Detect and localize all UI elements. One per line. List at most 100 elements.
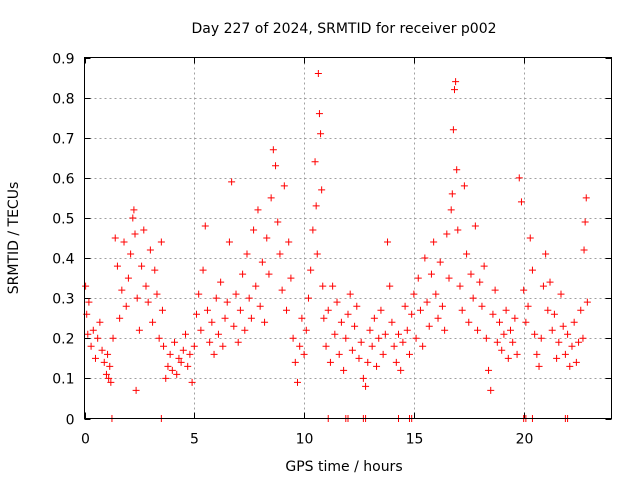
data-point	[491, 286, 499, 294]
data-point	[515, 174, 523, 182]
data-point	[421, 254, 429, 262]
data-point	[344, 310, 352, 318]
data-point	[448, 190, 456, 198]
data-point	[533, 350, 541, 358]
data-point	[581, 218, 589, 226]
data-point	[381, 330, 389, 338]
data-point	[307, 266, 315, 274]
data-point	[555, 338, 563, 346]
data-point	[434, 314, 442, 322]
data-point	[285, 238, 293, 246]
data-point	[550, 310, 558, 318]
data-point	[120, 238, 128, 246]
data-point	[311, 158, 319, 166]
data-point	[232, 290, 240, 298]
data-point	[203, 306, 211, 314]
data-point	[234, 338, 242, 346]
data-point	[373, 362, 381, 370]
x-tick-label: 5	[190, 432, 199, 448]
data-point	[87, 342, 95, 350]
data-point	[124, 274, 132, 282]
data-point	[522, 318, 530, 326]
data-point	[390, 342, 398, 350]
data-point	[300, 350, 308, 358]
data-point	[107, 378, 115, 386]
data-point	[151, 266, 159, 274]
data-point	[474, 326, 482, 334]
data-point	[265, 270, 273, 278]
data-point	[375, 334, 383, 342]
data-point	[377, 306, 385, 314]
data-point	[239, 270, 247, 278]
data-point	[485, 366, 493, 374]
data-point	[566, 362, 574, 370]
data-point	[188, 378, 196, 386]
data-point	[430, 238, 438, 246]
data-point	[471, 222, 479, 230]
data-point	[160, 342, 168, 350]
data-point	[96, 318, 104, 326]
data-point	[267, 194, 275, 202]
data-point	[496, 318, 504, 326]
data-point	[263, 234, 271, 242]
data-point	[476, 278, 484, 286]
data-point	[399, 338, 407, 346]
data-point	[427, 270, 435, 278]
data-point	[129, 214, 137, 222]
data-point	[168, 366, 176, 374]
data-point	[348, 346, 356, 354]
y-tick-label: 0.9	[52, 52, 74, 68]
data-point	[579, 334, 587, 342]
data-point	[436, 258, 444, 266]
data-point	[443, 230, 451, 238]
data-point	[197, 326, 205, 334]
data-point	[452, 78, 460, 86]
data-point	[164, 362, 172, 370]
data-point	[171, 338, 179, 346]
data-points	[82, 70, 591, 422]
data-point	[454, 226, 462, 234]
data-point	[502, 306, 510, 314]
data-point	[155, 334, 163, 342]
data-point	[513, 350, 521, 358]
data-point	[370, 314, 378, 322]
data-point	[162, 374, 170, 382]
data-point	[506, 326, 514, 334]
data-point	[557, 290, 565, 298]
data-point	[353, 302, 361, 310]
data-point	[179, 346, 187, 354]
data-point	[131, 230, 139, 238]
data-point	[278, 286, 286, 294]
data-point	[322, 342, 330, 350]
x-tick-label: 15	[406, 432, 424, 448]
data-point	[84, 330, 92, 338]
data-point	[500, 330, 508, 338]
data-point	[456, 282, 464, 290]
data-point	[223, 298, 231, 306]
data-point	[221, 314, 229, 322]
data-point	[487, 386, 495, 394]
data-point	[392, 358, 400, 366]
data-point	[261, 318, 269, 326]
data-point	[127, 250, 135, 258]
data-point	[236, 306, 244, 314]
y-axis-label: SRMTID / TECUs	[6, 182, 22, 295]
data-point	[116, 314, 124, 322]
data-point	[575, 338, 583, 346]
data-point	[561, 350, 569, 358]
data-point	[509, 338, 517, 346]
data-point	[335, 350, 343, 358]
data-point	[357, 338, 365, 346]
data-point	[351, 322, 359, 330]
data-point	[410, 290, 418, 298]
data-point	[408, 310, 416, 318]
data-point	[289, 334, 297, 342]
data-point	[283, 306, 291, 314]
data-point	[419, 342, 427, 350]
data-point	[397, 366, 405, 374]
data-point	[460, 182, 468, 190]
x-axis-label: GPS time / hours	[285, 459, 402, 475]
data-point	[190, 342, 198, 350]
data-point	[355, 354, 363, 362]
